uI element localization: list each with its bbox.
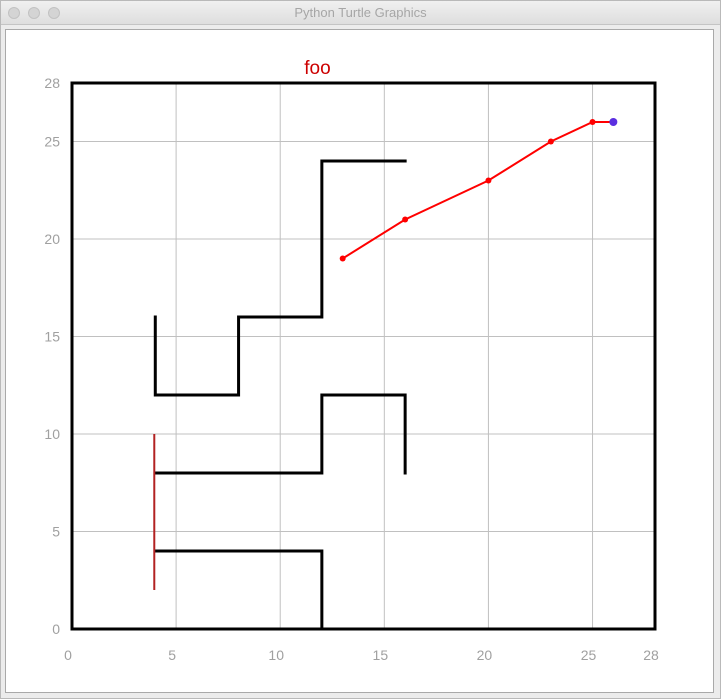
minimize-button[interactable] [28,7,40,19]
x-tick-label: 25 [581,647,597,663]
maze-wall [153,549,324,631]
grid-lines [72,83,655,629]
x-tick-label: 10 [268,647,284,663]
x-tick-label: 15 [373,647,389,663]
path-point [547,138,554,145]
path-point [339,255,346,262]
turtle-path-layer [339,118,618,262]
y-tick-label: 10 [44,426,60,442]
y-tick-label: 28 [44,75,60,91]
window-title: Python Turtle Graphics [294,5,427,20]
zoom-button[interactable] [48,7,60,19]
turtle-position-marker [609,118,618,126]
plot-title: foo [304,58,330,79]
maze-wall [153,393,407,475]
turtle-path-line [342,121,614,260]
y-tick-label: 5 [52,524,60,540]
turtle-canvas[interactable] [5,29,714,693]
x-tick-label: 0 [64,647,72,663]
path-point [402,216,409,223]
path-point [485,177,492,184]
x-tick-label: 5 [168,647,176,663]
close-button[interactable] [8,7,20,19]
maze-walls [153,159,407,631]
axis-tick-labels: 0 5 10 15 20 25 28 0 5 10 15 20 25 28 [44,75,659,663]
x-tick-label: 20 [477,647,493,663]
y-tick-label: 0 [52,621,60,637]
path-point [589,119,596,125]
y-tick-label: 15 [44,329,60,345]
x-tick-label: 28 [643,647,659,663]
title-bar[interactable]: Python Turtle Graphics [1,1,720,25]
y-tick-label: 25 [44,134,60,150]
maze-wall [153,159,407,397]
plot-border [70,81,657,631]
y-tick-label: 20 [44,231,60,247]
